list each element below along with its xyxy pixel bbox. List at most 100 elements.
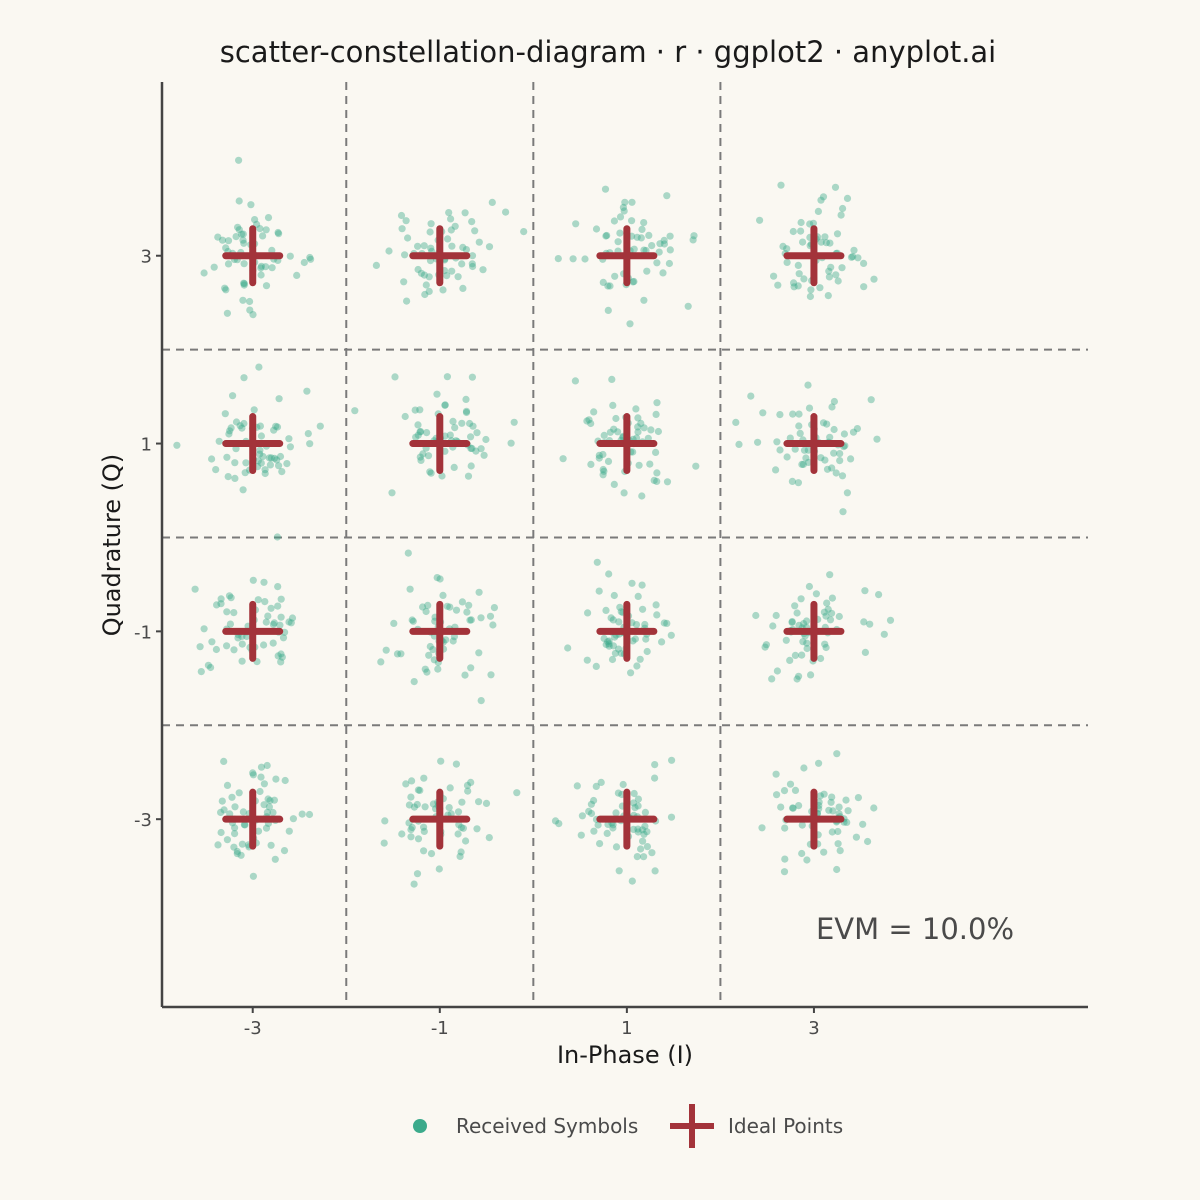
received-symbol-point bbox=[652, 410, 660, 418]
received-symbol-point bbox=[825, 806, 833, 814]
received-symbol-point bbox=[805, 582, 814, 591]
received-symbol-point bbox=[218, 797, 226, 805]
received-symbol-point bbox=[257, 264, 265, 272]
received-symbol-point bbox=[510, 418, 518, 426]
received-symbol-point bbox=[485, 834, 493, 842]
received-symbol-point bbox=[263, 761, 271, 770]
received-symbol-point bbox=[641, 808, 650, 817]
received-symbol-point bbox=[609, 642, 618, 650]
ideal-point-marker bbox=[409, 788, 471, 850]
received-symbol-point bbox=[436, 575, 444, 583]
received-symbol-point bbox=[257, 432, 265, 440]
received-symbol-point bbox=[592, 225, 601, 233]
received-symbol-point bbox=[768, 675, 776, 683]
received-symbol-point bbox=[485, 243, 494, 251]
received-symbol-point bbox=[419, 603, 427, 611]
received-symbol-point bbox=[443, 373, 451, 381]
y-axis-title: Quadrature (Q) bbox=[98, 454, 126, 637]
received-symbol-point bbox=[804, 446, 812, 454]
received-symbol-point bbox=[439, 286, 447, 294]
received-symbol-point bbox=[593, 558, 601, 566]
received-symbol-point bbox=[640, 246, 648, 254]
received-symbol-point bbox=[468, 260, 476, 268]
received-symbol-point bbox=[804, 381, 812, 389]
received-symbol-point bbox=[221, 410, 229, 418]
received-symbol-point bbox=[458, 260, 466, 268]
received-symbol-point bbox=[400, 278, 408, 286]
received-symbol-point bbox=[435, 865, 443, 873]
received-symbol-point bbox=[227, 594, 235, 602]
received-symbol-point bbox=[831, 183, 840, 191]
received-symbol-point bbox=[239, 486, 247, 494]
received-symbol-point bbox=[238, 424, 246, 432]
received-symbol-point bbox=[449, 637, 457, 645]
received-symbol-point bbox=[786, 780, 795, 788]
received-symbol-point bbox=[427, 469, 435, 477]
received-symbol-point bbox=[256, 446, 264, 454]
decision-boundaries bbox=[162, 82, 1088, 1007]
ideal-point-marker bbox=[596, 413, 658, 475]
received-symbol-point bbox=[433, 574, 441, 582]
received-symbol-point bbox=[469, 422, 477, 430]
received-symbol-point bbox=[277, 650, 285, 658]
received-symbol-point bbox=[240, 281, 248, 289]
received-symbol-point bbox=[217, 828, 225, 837]
received-symbol-point bbox=[772, 611, 780, 620]
received-symbol-point bbox=[655, 248, 663, 256]
received-symbol-point bbox=[214, 841, 222, 849]
received-symbol-point bbox=[835, 803, 843, 811]
received-symbol-point bbox=[441, 401, 449, 409]
received-symbol-point bbox=[619, 203, 628, 211]
received-symbol-point bbox=[259, 452, 267, 461]
received-symbol-point bbox=[477, 614, 485, 622]
received-symbol-point bbox=[684, 302, 692, 310]
received-symbol-point bbox=[230, 843, 238, 851]
received-symbol-point bbox=[854, 254, 862, 262]
received-symbol-point bbox=[488, 198, 496, 206]
received-symbol-point bbox=[807, 286, 815, 294]
received-symbol-point bbox=[250, 406, 258, 414]
received-symbol-point bbox=[800, 764, 808, 772]
received-symbol-point bbox=[462, 837, 470, 845]
received-symbol-point bbox=[597, 778, 605, 787]
received-symbol-point bbox=[663, 192, 671, 200]
received-symbol-point bbox=[260, 780, 268, 788]
received-symbol-point bbox=[839, 204, 847, 213]
received-symbol-point bbox=[427, 220, 435, 228]
received-symbol-point bbox=[285, 435, 293, 443]
received-symbol-point bbox=[828, 609, 836, 617]
received-symbol-point bbox=[590, 796, 598, 805]
received-symbol-point bbox=[595, 451, 603, 459]
received-symbol-point bbox=[220, 757, 228, 766]
received-symbol-point bbox=[204, 661, 212, 669]
received-symbol-point bbox=[816, 792, 825, 800]
received-symbol-point bbox=[652, 448, 660, 456]
received-symbol-point bbox=[385, 247, 393, 255]
received-symbol-point bbox=[847, 455, 855, 463]
received-symbol-point bbox=[569, 255, 577, 263]
received-symbol-point bbox=[849, 428, 858, 436]
received-symbol-point bbox=[634, 428, 642, 436]
received-symbol-point bbox=[772, 770, 780, 778]
received-symbol-point bbox=[468, 373, 476, 381]
received-symbol-point bbox=[257, 763, 266, 771]
received-symbol-point bbox=[777, 181, 785, 189]
received-symbol-point bbox=[762, 641, 771, 649]
received-symbol-point bbox=[239, 236, 247, 244]
received-symbol-point bbox=[257, 271, 265, 279]
received-symbol-point bbox=[451, 222, 459, 230]
received-symbol-point bbox=[236, 422, 244, 430]
received-symbol-point bbox=[608, 375, 616, 383]
legend-ideal-label: Ideal Points bbox=[728, 1114, 843, 1138]
received-symbol-point bbox=[475, 649, 483, 657]
received-symbol-point bbox=[870, 275, 878, 283]
received-symbol-point bbox=[191, 585, 199, 593]
received-symbol-point bbox=[791, 445, 799, 453]
received-symbol-point bbox=[469, 262, 477, 271]
received-symbol-point bbox=[413, 870, 422, 878]
received-symbol-point bbox=[886, 616, 895, 624]
received-symbol-point bbox=[799, 638, 807, 646]
x-tick-label: 1 bbox=[621, 1018, 632, 1039]
received-symbol-point bbox=[454, 830, 462, 838]
y-tick-label: -3 bbox=[134, 810, 152, 831]
